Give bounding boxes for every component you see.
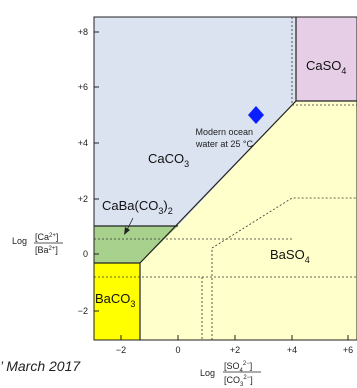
- annotation-line2: water at 25 °C: [195, 139, 254, 149]
- svg-text:Log: Log: [12, 236, 27, 246]
- label-baso4: BaSO4: [270, 247, 310, 265]
- y-tick-label: +8: [78, 27, 88, 37]
- plot-frame: [93, 16, 357, 341]
- y-tick-label: −2: [78, 306, 88, 316]
- label-baco3: BaCO3: [95, 291, 135, 309]
- x-tick-label: +4: [287, 345, 297, 355]
- x-tick-label: +2: [230, 345, 240, 355]
- ocean-water-diamond: [248, 106, 264, 124]
- x-tick-label: −2: [116, 345, 126, 355]
- dashed-boundaries: [94, 17, 357, 340]
- dashed-diagonal: [211, 197, 357, 340]
- svg-text:[Ca2+]: [Ca2+]: [35, 232, 58, 242]
- svg-text:Log: Log: [200, 368, 215, 378]
- region-caco3: [94, 17, 296, 226]
- x-tick-label: +6: [343, 345, 353, 355]
- y-axis-ticks: [94, 31, 99, 312]
- y-tick-label: +4: [78, 138, 88, 148]
- leader-arrow: [124, 217, 134, 235]
- x-axis-ticks: [120, 335, 349, 340]
- y-tick-label: 0: [83, 249, 88, 259]
- y-tick-label: +6: [78, 82, 88, 92]
- x-tick-label: 0: [175, 345, 180, 355]
- y-axis-label: Log [Ca2+] [Ba2+]: [12, 232, 63, 255]
- label-caso4: CaSO4: [306, 58, 346, 76]
- date-caption: ’ March 2017: [0, 358, 81, 374]
- region-baso4: [140, 101, 357, 340]
- boundary-lines: [94, 17, 357, 340]
- region-baco3: [94, 263, 140, 340]
- region-cabaco3: [94, 226, 178, 263]
- annotation-line1: Modern ocean: [195, 127, 253, 137]
- region-caso4: [296, 17, 357, 101]
- svg-text:[Ba2+]: [Ba2+]: [35, 245, 58, 255]
- svg-text:[CO32−]: [CO32−]: [224, 375, 253, 388]
- x-axis-label: Log [SO42−] [CO32−]: [200, 361, 261, 388]
- svg-text:[SO42−]: [SO42−]: [224, 361, 252, 374]
- y-tick-label: +2: [78, 194, 88, 204]
- label-caco3: CaCO3: [148, 151, 189, 169]
- label-cabaco3: CaBa(CO3)2: [102, 198, 173, 216]
